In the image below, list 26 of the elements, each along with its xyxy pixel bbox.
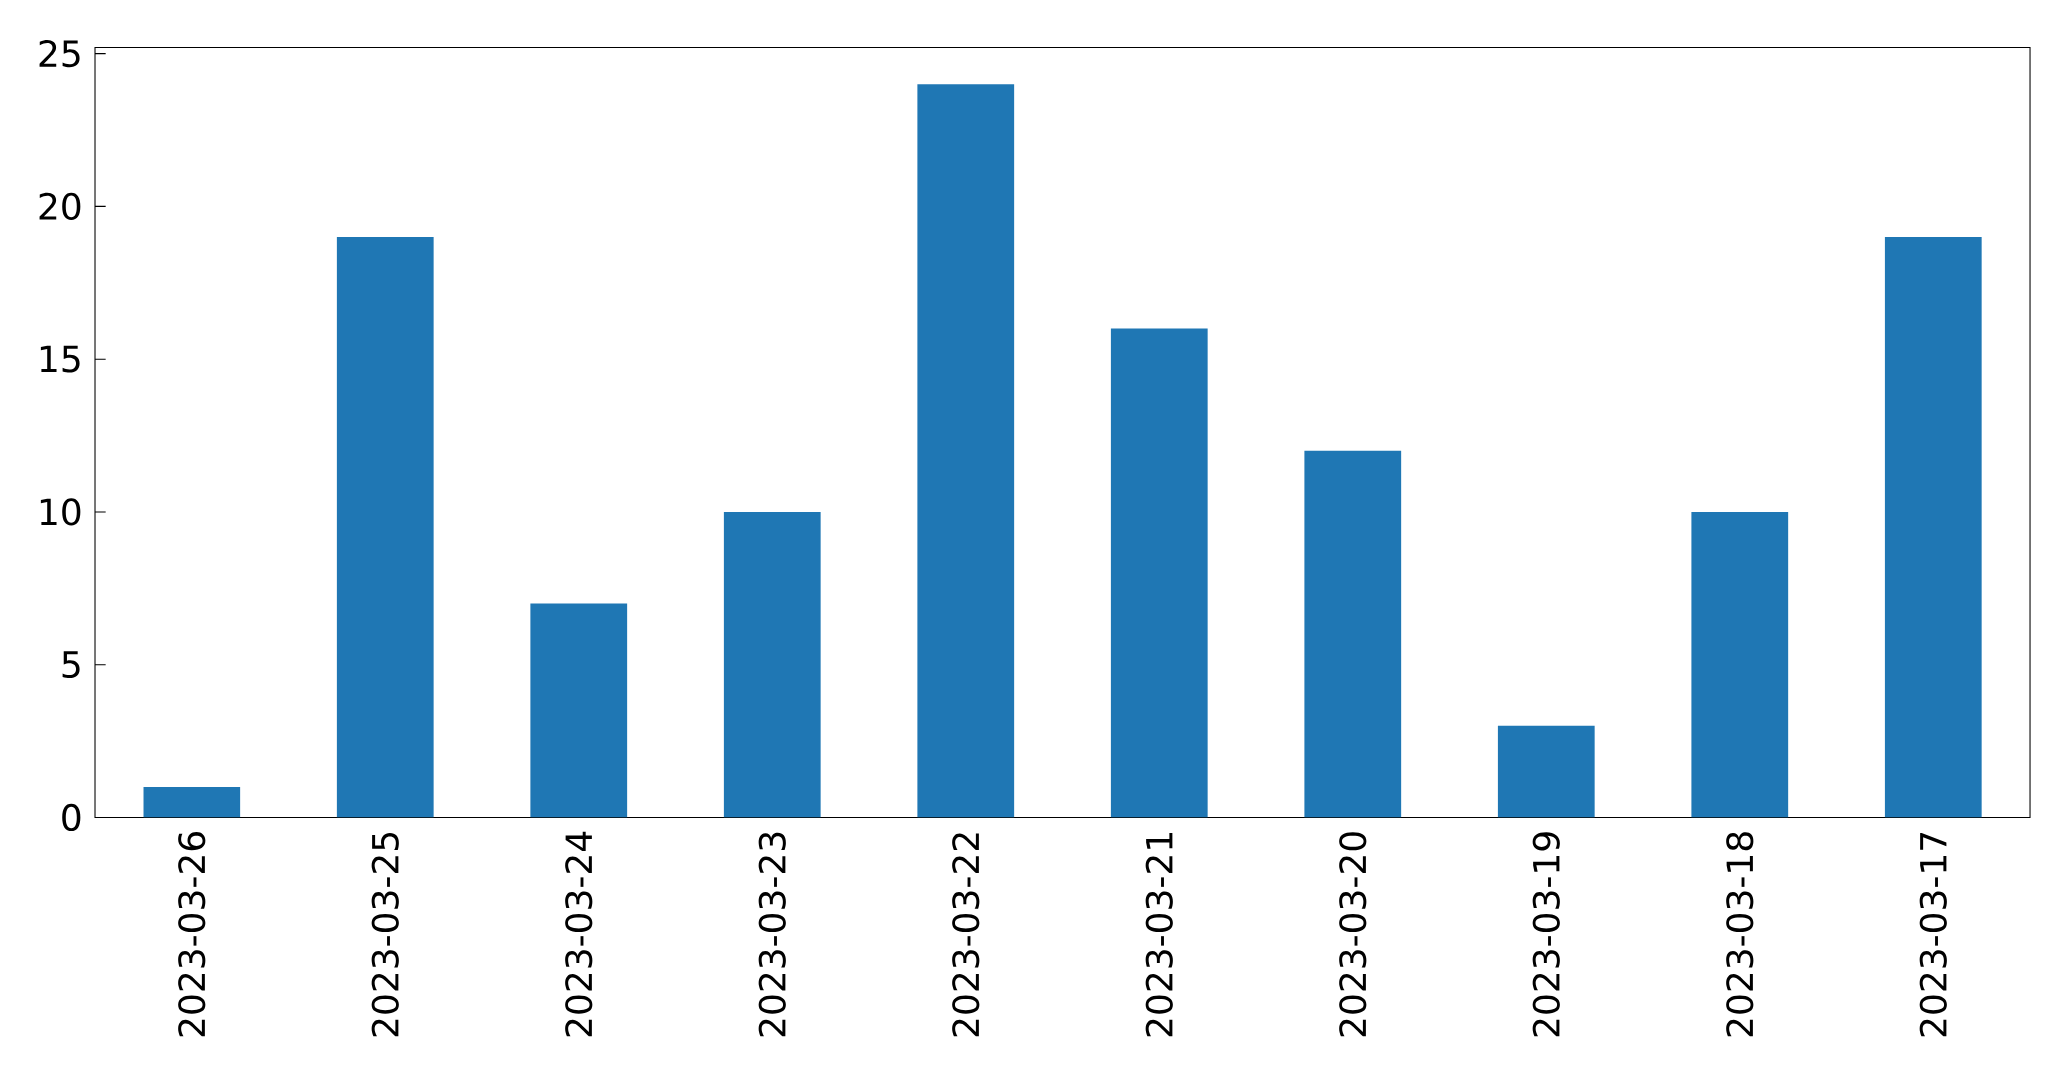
x-tick-label: 2023-03-19 bbox=[1532, 832, 1560, 1037]
bar bbox=[917, 84, 1015, 818]
bar bbox=[1110, 328, 1208, 818]
x-tick-label: 2023-03-23 bbox=[758, 832, 786, 1037]
bar bbox=[1691, 511, 1789, 818]
bar bbox=[530, 603, 628, 818]
y-tick-label: 15 bbox=[40, 345, 80, 373]
x-tick-label: 2023-03-18 bbox=[1726, 832, 1754, 1037]
y-tick-label: 25 bbox=[39, 39, 80, 68]
bar bbox=[143, 786, 241, 818]
y-tick-label: 5 bbox=[62, 651, 80, 679]
y-tick-label: 10 bbox=[40, 498, 81, 526]
x-tick-label: 2023-03-24 bbox=[565, 831, 593, 1037]
x-tick-label: 2023-03-26 bbox=[178, 832, 206, 1037]
bar bbox=[1497, 725, 1595, 818]
x-tick-label: 2023-03-22 bbox=[952, 833, 980, 1037]
x-tick-label: 2023-03-17 bbox=[1919, 832, 1947, 1037]
y-tick-label: 0 bbox=[62, 803, 81, 832]
bar bbox=[1884, 236, 1982, 818]
bar bbox=[1304, 450, 1402, 818]
y-tick-label: 20 bbox=[39, 192, 81, 220]
bar bbox=[723, 511, 821, 818]
x-tick-label: 2023-03-20 bbox=[1339, 832, 1367, 1037]
x-tick-label: 2023-03-21 bbox=[1145, 833, 1173, 1037]
bar bbox=[336, 236, 434, 818]
x-tick-label: 2023-03-25 bbox=[371, 832, 399, 1037]
